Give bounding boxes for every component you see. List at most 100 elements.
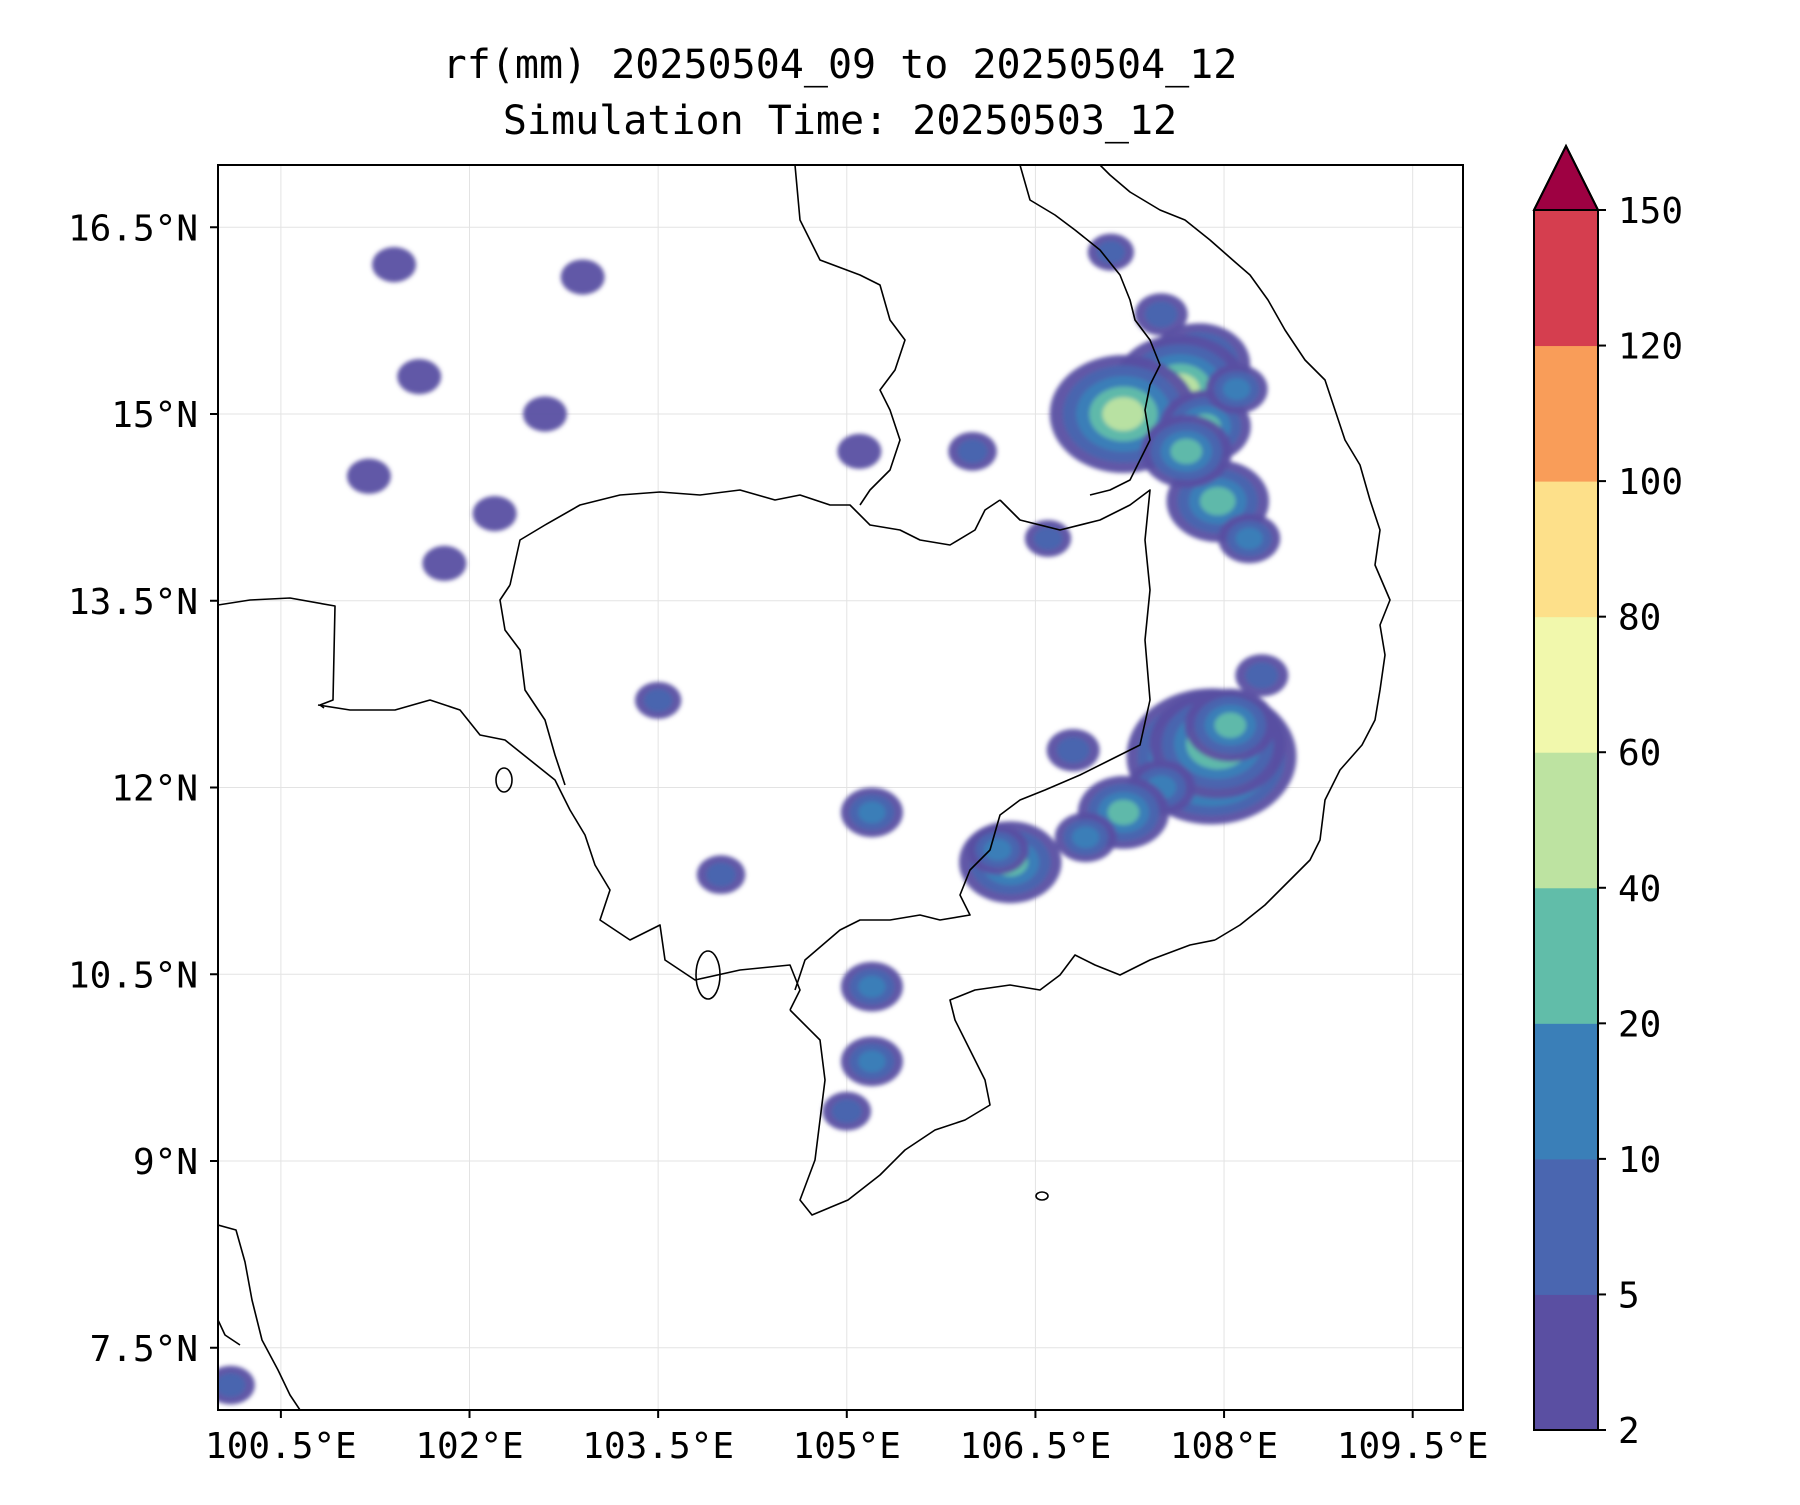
colorbar-outline [1533, 143, 1599, 1431]
rain-cell-20 [840, 961, 903, 1012]
rain-band-12-4 [1102, 397, 1145, 431]
rainfall-field [218, 233, 1297, 1405]
border-cambodia-west [499, 584, 566, 786]
rain-band-28-0 [522, 396, 567, 432]
colorbar-segment-1 [1534, 1158, 1598, 1295]
y-tick-label-1: 15°N [111, 395, 198, 436]
rain-band-33-1 [957, 439, 988, 464]
border-cambodia-east [794, 489, 1151, 991]
rain-cell-2 [1184, 688, 1276, 762]
rain-band-30-0 [472, 495, 517, 532]
rain-band-5-2 [1071, 826, 1100, 849]
rain-band-14-3 [1199, 486, 1236, 516]
x-tick-label-3: 105°E [793, 1426, 901, 1467]
rain-band-32-0 [560, 259, 605, 295]
border-cambodia-north [509, 489, 1001, 586]
y-tick-label-2: 13.5°N [68, 582, 198, 623]
x-tick-label-5: 108°E [1170, 1426, 1278, 1467]
colorbar-segment-5 [1534, 616, 1598, 753]
y-tick-label-5: 9°N [133, 1142, 198, 1183]
x-tick-label-1: 102°E [415, 1426, 523, 1467]
colorbar-segment-3 [1534, 887, 1598, 1024]
rain-cell-18 [1087, 233, 1135, 271]
rain-cell-33 [948, 431, 997, 471]
coastline-west [218, 1224, 301, 1410]
rain-cell-21 [840, 1036, 903, 1087]
rain-cell-25 [635, 681, 682, 719]
colorbar-tick-label-9: 150 [1618, 191, 1683, 232]
border-laos-vietnam [1019, 165, 1161, 496]
y-tick-label-4: 10.5°N [68, 955, 198, 996]
colorbar-tick-label-7: 100 [1618, 462, 1683, 503]
rain-band-7-2 [983, 838, 1012, 861]
rain-cell-19 [1205, 364, 1268, 414]
coastline-vietnam-east [1099, 165, 1391, 941]
coastline-ca-mau [789, 939, 1216, 1216]
colorbar-tick-label-1: 5 [1618, 1275, 1640, 1316]
rain-band-9-1 [1245, 662, 1279, 689]
rain-band-22-1 [831, 1099, 862, 1124]
colorbar-tick-label-8: 120 [1618, 327, 1683, 368]
y-tick-label-6: 7.5°N [90, 1329, 198, 1370]
rain-cell-32 [560, 259, 605, 295]
x-tick-label-0: 100.5°E [205, 1426, 357, 1467]
colorbar-segment-7 [1534, 345, 1598, 482]
colorbar-tick-label-0: 2 [1618, 1411, 1640, 1452]
rain-band-21-2 [858, 1050, 886, 1073]
rain-cell-31 [422, 545, 467, 582]
rain-cell-26 [372, 247, 417, 283]
y-tick-label-0: 16.5°N [68, 208, 198, 249]
colorbar-segment-4 [1534, 752, 1598, 889]
rain-cell-28 [522, 396, 567, 432]
colorbar-tick-label-3: 20 [1618, 1004, 1661, 1045]
colorbar-tick-label-2: 10 [1618, 1140, 1661, 1181]
rain-cell-5 [1054, 812, 1117, 863]
rain-band-19-2 [1222, 378, 1251, 401]
rain-cell-36 [218, 1365, 255, 1405]
rain-cell-9 [1235, 654, 1289, 697]
rain-cell-30 [472, 495, 517, 532]
rain-band-31-0 [422, 545, 467, 582]
rain-cell-7 [966, 824, 1029, 875]
colorbar-segment-8 [1534, 210, 1598, 347]
colorbar-tick-label-6: 80 [1618, 598, 1661, 639]
rain-band-8-1 [1056, 737, 1090, 764]
rain-cell-17 [1134, 293, 1188, 336]
rain-cell-15 [1140, 414, 1232, 488]
rain-cell-35 [837, 433, 882, 469]
rain-cell-8 [1046, 728, 1100, 772]
rain-cell-23 [840, 787, 903, 838]
rain-band-29-0 [346, 458, 391, 494]
colorbar-tick-label-4: 40 [1618, 869, 1661, 910]
rain-band-4-3 [1107, 799, 1140, 826]
rain-cell-24 [696, 855, 746, 895]
title-line-2: Simulation Time: 20250503_12 [503, 98, 1177, 144]
colorbar: 2 5 10 20 40 60 80 100 120 150 [1532, 143, 1683, 1452]
colorbar-segment-2 [1534, 1023, 1598, 1160]
colorbar-segment-6 [1534, 481, 1598, 618]
rain-cell-27 [397, 359, 442, 395]
rain-band-36-1 [218, 1373, 246, 1398]
x-tick-label-4: 106.5°E [960, 1426, 1112, 1467]
rain-band-27-0 [397, 359, 442, 395]
rain-band-20-2 [858, 975, 886, 998]
rain-cell-16 [1218, 513, 1281, 564]
coastlines-borders [218, 165, 1391, 1410]
island-gulf [495, 767, 513, 793]
border-southwest [218, 1319, 241, 1346]
rain-cell-29 [346, 458, 391, 494]
x-tick-label-2: 103.5°E [582, 1426, 734, 1467]
y-tick-label-3: 12°N [111, 769, 198, 810]
rain-band-25-1 [643, 688, 673, 712]
rain-band-35-0 [837, 433, 882, 469]
rain-band-2-3 [1214, 712, 1247, 738]
rain-cell-22 [822, 1091, 872, 1131]
rain-band-23-2 [858, 801, 886, 824]
rain-band-17-1 [1144, 301, 1178, 328]
rain-band-18-1 [1096, 240, 1126, 264]
title-line-1: rf(mm) 20250504_09 to 20250504_12 [443, 42, 1238, 88]
x-axis: 100.5°E 102°E 103.5°E 105°E 106.5°E 108°E 109.… [205, 1410, 1489, 1467]
rain-band-34-1 [1033, 527, 1063, 550]
coastline-cambodia [317, 699, 801, 1011]
